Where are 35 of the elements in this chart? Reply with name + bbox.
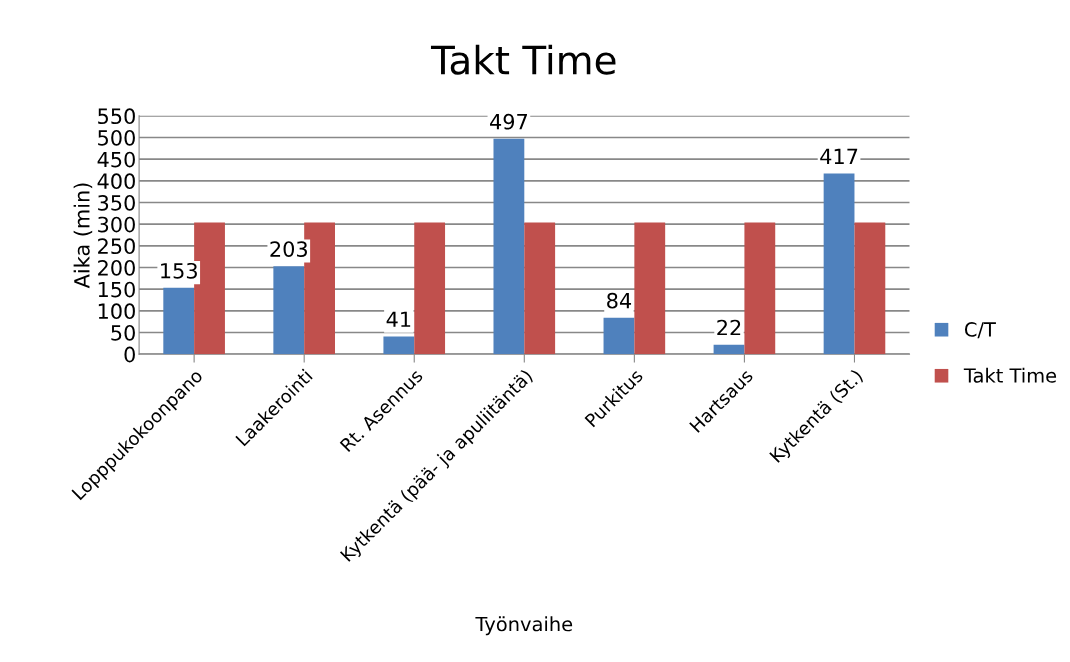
bar <box>713 344 745 355</box>
bar <box>744 222 776 355</box>
data-label: 41 <box>386 311 411 327</box>
bar <box>603 317 635 355</box>
bar <box>383 336 415 355</box>
data-label: 203 <box>270 241 307 257</box>
y-tick-label: 550 <box>98 108 135 125</box>
y-tick-label: 500 <box>98 129 135 146</box>
y-tick-label: 100 <box>98 303 135 320</box>
legend-label: C/T <box>964 322 996 339</box>
data-label: 22 <box>717 319 741 336</box>
chart-title: Takt Time <box>430 44 616 75</box>
legend-label: Takt Time <box>963 367 1057 383</box>
bar <box>273 266 305 355</box>
y-tick-label: 300 <box>98 216 135 233</box>
bar <box>634 222 666 355</box>
data-label: 84 <box>607 292 632 309</box>
bar <box>823 173 855 355</box>
y-tick-label: 400 <box>97 173 135 190</box>
data-label: 153 <box>161 262 197 279</box>
y-tick-label: 350 <box>98 194 135 211</box>
y-tick-label: 200 <box>98 259 135 276</box>
bar <box>493 138 525 355</box>
data-label: 497 <box>490 113 527 130</box>
y-axis-title: Aika (min) <box>73 183 93 289</box>
bar <box>524 222 556 355</box>
data-label: 417 <box>820 148 858 164</box>
y-tick-label: 250 <box>98 238 135 255</box>
y-tick-label: 0 <box>124 346 135 363</box>
y-tick-label: 150 <box>98 281 135 298</box>
x-axis-title: Työnvaihe <box>475 616 573 636</box>
y-tick-label: 450 <box>97 151 135 168</box>
y-tick-label: 50 <box>111 324 135 341</box>
bar <box>414 222 446 355</box>
bar <box>854 222 886 355</box>
